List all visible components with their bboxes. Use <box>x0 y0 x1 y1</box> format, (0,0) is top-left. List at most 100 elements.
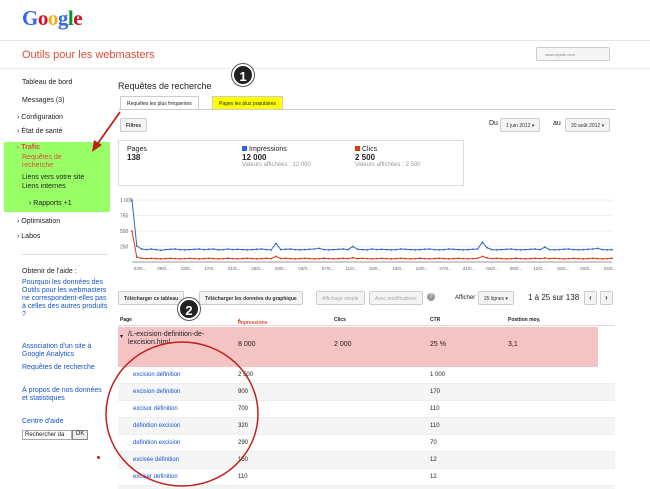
chevron-left-icon: ‹ <box>589 293 592 302</box>
query-impressions: 290 <box>238 440 249 446</box>
google-logo[interactable]: Google <box>22 6 83 30</box>
download-table-button[interactable]: Télécharger ce tableau <box>118 291 185 305</box>
next-page-button[interactable]: › <box>600 291 613 305</box>
query-link[interactable]: excision definition <box>133 389 181 395</box>
sidebar-item-configuration[interactable]: › Configuration <box>17 114 63 121</box>
data-point <box>409 258 412 260</box>
simple-view-button[interactable]: Affichage simple <box>316 291 365 305</box>
query-clicks: 1 000 <box>430 372 446 378</box>
tab-top-queries[interactable]: Requêtes les plus fréquentes <box>120 96 199 110</box>
data-point <box>371 248 373 250</box>
rows-select[interactable]: 25 lignes ▾ <box>478 291 514 305</box>
sidebar-traffic-section: - Trafic Requêtes de recherche Liens ver… <box>4 142 110 212</box>
query-link[interactable]: excisée définition <box>133 457 180 463</box>
query-link[interactable]: exciser definition <box>133 474 178 480</box>
table-row[interactable]: excisée définition 150 12 <box>118 452 615 469</box>
data-point <box>375 257 378 260</box>
query-link[interactable]: excision définition <box>133 372 181 378</box>
query-link[interactable]: excisor définition <box>133 406 178 412</box>
sidebar-item-messages[interactable]: Messages (3) <box>22 97 65 104</box>
data-point <box>519 249 522 251</box>
chevron-down-icon: ▾ <box>601 123 605 129</box>
page-url[interactable]: /L-excision-definition-de-lexcision.html <box>128 331 205 346</box>
col-position[interactable]: Position moy. <box>508 317 541 323</box>
data-point <box>500 257 503 260</box>
col-impressions[interactable]: Impressions ▴ <box>238 317 268 326</box>
sidebar-item-internal-links[interactable]: Liens internes <box>22 183 66 190</box>
table-row[interactable]: definition excision 290 70 <box>118 435 615 452</box>
data-point <box>207 248 210 251</box>
help-search-input[interactable]: Rechercher da <box>22 430 72 440</box>
with-changes-button[interactable]: Avec modifications <box>369 291 423 305</box>
y-tick-label: 250 <box>120 245 129 251</box>
help-link-data-mismatch[interactable]: Pourquoi les données des Outils pour les… <box>22 279 108 318</box>
data-point <box>495 249 498 251</box>
data-point <box>582 248 585 251</box>
sidebar-item-plus1-reports[interactable]: › Rapports +1 <box>29 200 72 207</box>
data-point <box>251 257 253 260</box>
date-to-select[interactable]: 20 août 2012 ▾ <box>565 118 611 132</box>
sidebar-item-search-queries[interactable]: Requêtes de recherche <box>22 154 62 169</box>
data-point <box>179 258 181 260</box>
data-point <box>371 258 373 260</box>
date-from-select[interactable]: 1 juin 2012 ▾ <box>500 118 541 132</box>
col-ctr[interactable]: CTR <box>430 317 441 323</box>
data-point <box>279 248 282 251</box>
table-row[interactable]: excision definition 900 170 <box>118 384 615 401</box>
stat-clicks[interactable]: Clics 2 500 Valeurs affichées : 2 500 <box>355 146 421 168</box>
data-point <box>193 248 196 251</box>
table-row[interactable]: définition excision 320 110 <box>118 418 615 435</box>
data-point <box>505 248 508 251</box>
data-point <box>337 257 340 260</box>
table-header: Page Impressions ▴ Clics CTR Position mo… <box>118 314 615 326</box>
query-link[interactable]: definition excision <box>133 440 181 446</box>
col-page[interactable]: Page <box>120 317 132 323</box>
series-line-clics <box>131 231 613 260</box>
site-selector[interactable]: www.mysite.com <box>536 47 610 61</box>
sidebar-item-dashboard[interactable]: Tableau de bord <box>22 79 73 86</box>
data-point <box>596 247 599 250</box>
data-point <box>231 257 234 260</box>
col-clicks[interactable]: Clics <box>334 317 346 323</box>
data-point <box>548 248 551 251</box>
sidebar-item-health[interactable]: › État de santé <box>17 128 63 135</box>
data-point <box>135 256 138 258</box>
data-point <box>212 257 215 260</box>
data-point <box>543 246 546 249</box>
data-point <box>438 257 441 260</box>
data-point <box>236 248 239 251</box>
help-link-search-queries[interactable]: Requêtes de recherche <box>22 364 95 371</box>
header-divider-2 <box>0 68 650 69</box>
table-row[interactable]: exciser definition 110 12 <box>118 469 615 486</box>
prev-page-button[interactable]: ‹ <box>584 291 597 305</box>
table-row[interactable]: excisor définition 700 110 <box>118 401 615 418</box>
table-row[interactable]: excision def70< 10 <box>118 486 615 489</box>
data-point <box>135 245 138 247</box>
help-link-analytics[interactable]: Association d'un site à Google Analytics <box>22 343 92 358</box>
data-point <box>495 257 498 260</box>
stat-impressions[interactable]: Impressions 12 000 Valeurs affichées : 1… <box>242 146 311 168</box>
help-icon[interactable]: ? <box>427 293 435 301</box>
sidebar-item-traffic[interactable]: - Trafic <box>17 144 40 151</box>
tab-divider <box>118 109 615 110</box>
sidebar-item-optimisation[interactable]: › Optimisation <box>17 218 61 225</box>
expand-icon[interactable]: ▾ <box>120 334 124 340</box>
help-link-about-data[interactable]: À propos de nos données et statistiques <box>22 387 102 402</box>
data-point <box>414 257 417 260</box>
data-point <box>553 257 556 260</box>
download-chart-button[interactable]: Télécharger les données du graphique <box>199 291 303 305</box>
data-point <box>227 248 229 250</box>
tab-top-pages[interactable]: Pages les plus populaires <box>212 96 283 110</box>
query-link[interactable]: définition excision <box>133 423 181 429</box>
data-point <box>351 256 354 259</box>
data-point <box>260 257 263 260</box>
sidebar-item-labs[interactable]: › Labos <box>17 233 41 240</box>
sidebar-item-links-to-site[interactable]: Liens vers votre site <box>22 174 85 181</box>
help-link-help-center[interactable]: Centre d'aide <box>22 418 64 425</box>
help-search-button[interactable]: OK <box>72 430 88 440</box>
data-point <box>591 257 594 260</box>
table-row-page[interactable]: ▾ /L-excision-definition-de-lexcision.ht… <box>118 327 598 367</box>
data-point <box>255 248 258 251</box>
filters-button[interactable]: Filtres <box>120 118 148 132</box>
data-point <box>284 248 287 251</box>
